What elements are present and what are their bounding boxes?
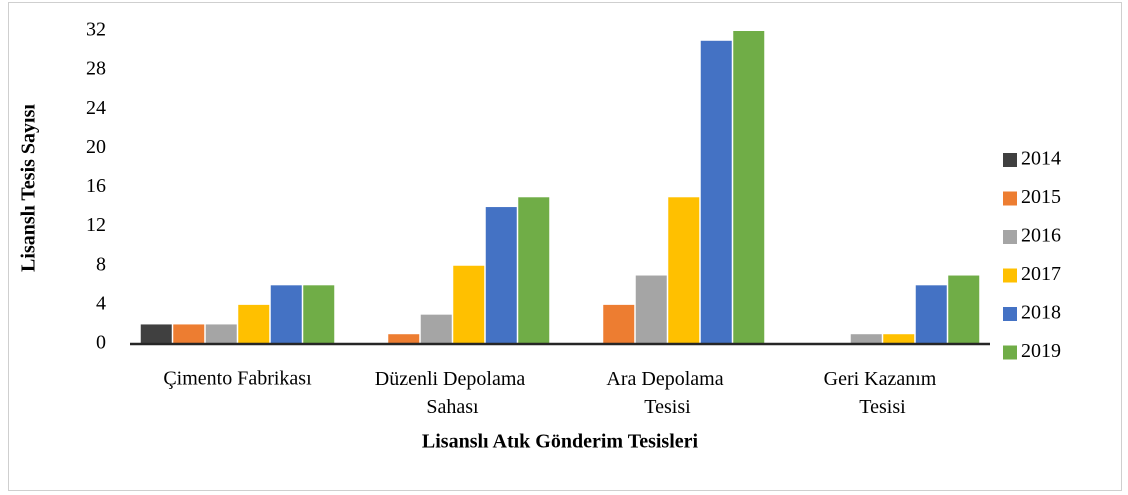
legend-swatch [1003,230,1017,244]
bar [603,304,635,344]
legend-label: 2018 [1021,302,1061,324]
y-tick-label: 12 [86,214,106,236]
y-tick-label: 4 [96,292,106,314]
bar [948,275,980,344]
legend-swatch [1003,345,1017,360]
y-tick-label: 32 [86,19,106,41]
bar [140,324,172,344]
bar [883,334,915,344]
y-tick-label: 28 [86,58,106,80]
y-tick-label: 8 [96,253,106,275]
bar [668,197,700,344]
legend-label: 2019 [1021,340,1061,362]
bar [205,324,237,344]
bar [420,314,452,344]
bar [518,197,550,344]
bar [173,324,205,344]
legend-label: 2014 [1021,148,1061,170]
bar [733,31,765,344]
legend-swatch [1003,153,1017,167]
bar [453,265,485,344]
legend-label: 2016 [1021,225,1061,247]
y-tick-label: 24 [86,97,106,119]
x-tick-label: Geri Kazanım Tesisi [824,368,942,418]
legend-swatch [1003,191,1017,206]
legend-label: 2017 [1021,263,1061,285]
x-tick-label: Ara Depolama Tesisi [606,368,728,418]
x-axis-title: Lisanslı Atık Gönderim Tesisleri [422,431,699,453]
bar [238,304,270,344]
bar [270,285,302,344]
bar [850,334,882,344]
bar [635,275,667,344]
x-tick-label: Düzenli Depolama Sahası [375,368,531,418]
bar [485,207,517,344]
y-tick-label: 16 [86,175,106,197]
legend-swatch [1003,268,1017,283]
bar [700,40,732,344]
y-axis-title: Lisanslı Tesis Sayısı [18,104,40,272]
y-tick-label: 0 [96,332,106,354]
chart-border [8,2,1122,491]
bar [388,334,420,344]
y-tick-label: 20 [86,136,106,158]
bar [303,285,335,344]
legend-label: 2015 [1021,186,1061,208]
legend-swatch [1003,307,1017,321]
x-tick-label: Çimento Fabrikası [163,368,312,390]
bar [915,285,947,344]
